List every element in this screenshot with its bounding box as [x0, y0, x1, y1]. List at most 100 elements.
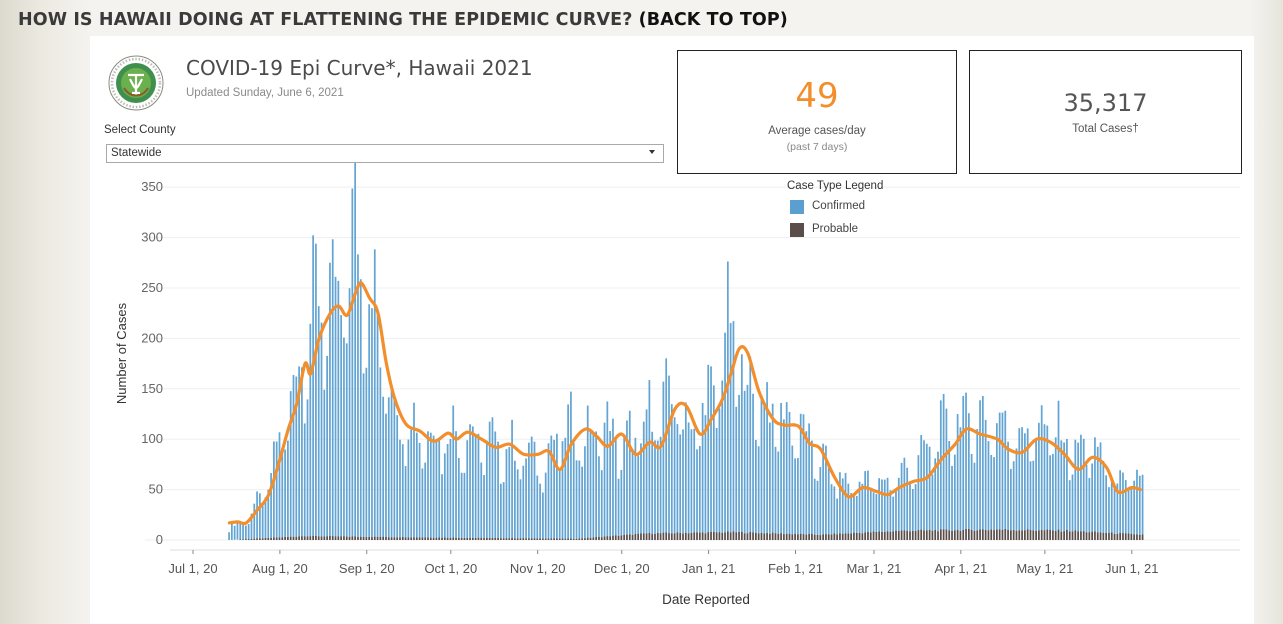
bar-probable [668, 533, 670, 540]
bar-confirmed [973, 462, 976, 531]
bar-confirmed [648, 380, 651, 533]
bar-confirmed [259, 493, 261, 539]
bar-probable [707, 532, 710, 540]
bar-confirmed [572, 442, 575, 539]
bar-probable [659, 533, 662, 540]
bar-confirmed [1110, 480, 1113, 533]
bar-probable [948, 530, 951, 540]
bar-probable [679, 532, 682, 540]
bar-confirmed [429, 432, 432, 538]
bar-probable [359, 536, 362, 540]
bar-confirmed [584, 446, 586, 539]
bar-probable [813, 534, 816, 540]
bar-probable [539, 538, 541, 540]
bar-confirmed [1082, 438, 1085, 532]
bar-probable [889, 531, 892, 540]
bar-confirmed [401, 444, 404, 537]
bar-confirmed [740, 354, 743, 532]
bar-probable [973, 530, 976, 540]
bar-probable [911, 530, 914, 540]
bar-probable [1015, 530, 1018, 540]
bar-confirmed [270, 473, 272, 538]
bar-probable [841, 533, 844, 540]
bar-confirmed [732, 321, 735, 532]
bar-probable [556, 538, 558, 540]
bar-confirmed [1038, 422, 1040, 531]
bar-confirmed [791, 445, 794, 535]
bar-confirmed [581, 466, 583, 539]
legend-swatch-confirmed [790, 200, 804, 214]
bar-probable [934, 530, 937, 540]
bar-confirmed [438, 438, 441, 538]
bar-probable [396, 537, 399, 540]
legend-label-probable: Probable [812, 223, 859, 235]
bar-probable [712, 531, 715, 540]
bar-probable [281, 537, 284, 540]
bar-confirmed [670, 404, 673, 534]
bar-probable [981, 529, 984, 540]
bar-confirmed [275, 441, 278, 538]
bar-probable [906, 530, 909, 540]
bar-probable [598, 536, 600, 540]
bar-probable [343, 536, 345, 540]
bar-probable [354, 536, 357, 540]
bar-probable [340, 536, 343, 540]
bar-confirmed [309, 323, 312, 537]
bar-confirmed [965, 392, 967, 529]
y-tick-label: 150 [141, 381, 163, 396]
bar-probable [1004, 528, 1007, 540]
bar-confirmed [491, 417, 494, 538]
bar-probable [511, 537, 513, 540]
bar-confirmed [914, 484, 917, 531]
x-tick-label: Nov 1, 20 [510, 561, 566, 576]
updated-date: Updated Sunday, June 6, 2021 [186, 87, 344, 99]
bar-confirmed [1060, 440, 1063, 532]
bar-probable [956, 529, 959, 540]
bar-probable [247, 539, 250, 540]
bar-probable [446, 537, 449, 540]
bar-probable [914, 530, 917, 540]
bar-confirmed [415, 432, 418, 538]
bar-confirmed [729, 323, 732, 533]
bar-confirmed [1136, 469, 1138, 535]
bar-probable [457, 537, 460, 540]
bar-confirmed [359, 279, 362, 537]
bar-confirmed [662, 381, 665, 533]
bar-probable [1054, 530, 1057, 540]
bar-probable [965, 528, 967, 540]
bar-confirmed [614, 437, 617, 536]
bar-confirmed [1001, 412, 1004, 530]
county-select[interactable]: Statewide [106, 144, 664, 163]
bar-confirmed [606, 401, 609, 537]
average-cases-sublabel: (past 7 days) [786, 141, 848, 153]
bar-probable [460, 537, 463, 540]
bar-probable [317, 536, 320, 540]
bar-probable [864, 532, 867, 540]
bar-confirmed [609, 431, 612, 537]
bar-confirmed [1141, 474, 1144, 535]
bar-confirmed [651, 431, 654, 535]
bar-confirmed [696, 449, 698, 533]
back-to-top-link[interactable]: (BACK TO TOP) [638, 10, 788, 30]
bar-probable [847, 533, 850, 540]
bar-confirmed [553, 439, 555, 539]
bar-probable [275, 537, 278, 540]
bar-confirmed [654, 440, 656, 534]
total-cases-label: Total Cases† [1072, 123, 1139, 135]
bar-confirmed [1122, 472, 1124, 534]
bar-probable [687, 533, 690, 540]
bar-probable [427, 537, 429, 540]
bar-probable [881, 531, 883, 540]
bar-confirmed [998, 412, 1001, 530]
bar-probable [528, 538, 530, 540]
bar-confirmed [413, 402, 415, 538]
bar-probable [595, 537, 598, 540]
bar-confirmed [911, 488, 914, 531]
bar-confirmed [1046, 425, 1049, 530]
bar-probable [953, 530, 956, 540]
bar-probable [827, 534, 830, 540]
bar-probable [589, 537, 592, 540]
bar-confirmed [858, 481, 861, 533]
bar-confirmed [351, 188, 354, 537]
bar-confirmed [570, 391, 572, 539]
